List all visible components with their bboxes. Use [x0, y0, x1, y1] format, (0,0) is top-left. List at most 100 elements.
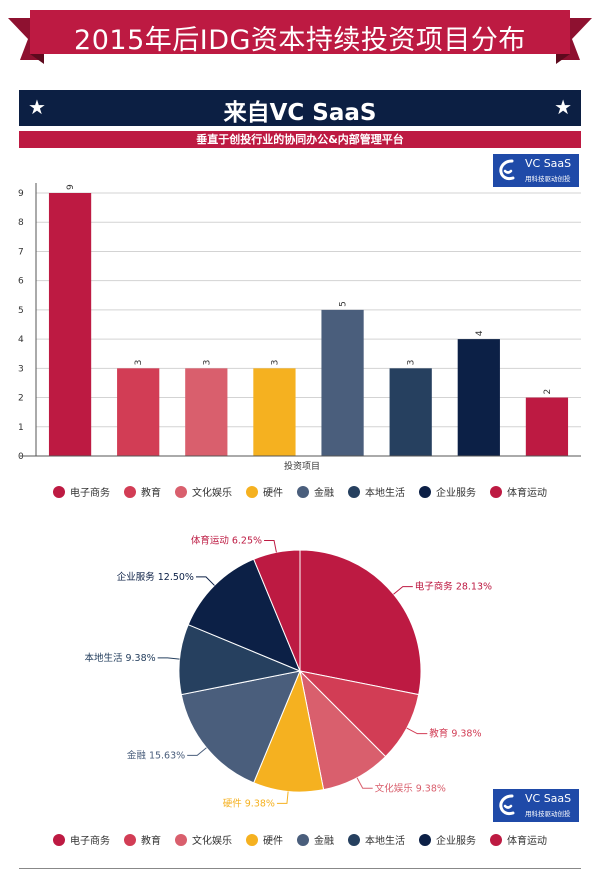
legend-label: 文化娱乐	[192, 836, 232, 847]
pie-leader-line	[187, 747, 207, 756]
pie-slice-label: 企业服务 12.50%	[117, 571, 194, 583]
pie-labels: 电子商务 28.13% 教育 9.38% 文化娱乐 9.38% 硬件 9.38% 金融 …	[84, 535, 492, 810]
legend-dot-icon	[124, 833, 136, 846]
legend-item[interactable]: 企业服务	[419, 484, 476, 499]
legend-dot-icon	[297, 485, 309, 498]
vc-saas-logo: VC SaaS 用科技驱动创投	[493, 154, 579, 187]
pie-slice-label: 硬件 9.38%	[223, 797, 275, 809]
legend-dot-icon	[297, 833, 309, 846]
logo-name: VC SaaS	[525, 157, 572, 170]
pie-slices	[178, 549, 422, 793]
legend-item[interactable]: 金融	[297, 832, 334, 847]
legend-label: 硬件	[263, 488, 283, 499]
pie-leader-line	[264, 540, 277, 553]
legend-dot-icon	[124, 485, 136, 498]
legend-label: 企业服务	[436, 488, 476, 499]
ribbon-body	[30, 10, 570, 54]
brand-band: ★ 来自VC SaaS ★	[19, 90, 581, 126]
pie-slice-label: 体育运动 6.25%	[191, 535, 262, 547]
pie-leader-line	[157, 657, 180, 660]
pie-leader-line	[195, 576, 215, 586]
pie-legend: 电子商务 教育 文化娱乐 硬件 金融 本地生活 企业服务 体育运动	[0, 832, 600, 847]
legend-dot-icon	[419, 485, 431, 498]
logo-tagline: 用科技驱动创投	[525, 810, 571, 818]
legend-item[interactable]: 硬件	[246, 832, 283, 847]
y-tick-label: 1	[18, 423, 24, 433]
bar-value-label: 5	[339, 301, 349, 307]
swirl-icon	[499, 159, 515, 181]
legend-label: 硬件	[263, 836, 283, 847]
bar-axis: 0 1 2 3 4 5 6 7 8 9	[18, 183, 581, 462]
bar	[457, 339, 500, 456]
legend-dot-icon	[53, 833, 65, 846]
legend-item[interactable]: 文化娱乐	[175, 832, 232, 847]
bar-x-axis-label: 投资项目	[284, 460, 320, 472]
legend-dot-icon	[490, 485, 502, 498]
logo-name: VC SaaS	[525, 792, 572, 805]
pie-slice-label: 本地生活 9.38%	[84, 652, 155, 664]
legend-item[interactable]: 体育运动	[490, 484, 547, 499]
bar	[389, 368, 432, 456]
pie-leader-line	[406, 727, 428, 735]
bar-marks: 9 3 3 3 5 3 4 2	[48, 184, 569, 456]
bar	[185, 368, 228, 456]
legend-label: 电子商务	[70, 488, 110, 499]
legend-dot-icon	[246, 833, 258, 846]
legend-item[interactable]: 教育	[124, 484, 161, 499]
logo-tagline: 用科技驱动创投	[525, 175, 571, 183]
y-tick-label: 8	[18, 218, 24, 228]
y-tick-label: 7	[18, 247, 24, 257]
pie-slice	[180, 670, 301, 784]
legend-dot-icon	[175, 833, 187, 846]
bar	[253, 368, 296, 456]
legend-item[interactable]: 文化娱乐	[175, 484, 232, 499]
legend-item[interactable]: 教育	[124, 832, 161, 847]
legend-item[interactable]: 本地生活	[348, 832, 405, 847]
legend-item[interactable]: 金融	[297, 484, 334, 499]
y-tick-label: 9	[18, 189, 24, 199]
bar	[321, 309, 364, 456]
pie-leader-line	[393, 586, 413, 595]
ribbon-shape	[8, 10, 592, 64]
legend-dot-icon	[490, 833, 502, 846]
page-title: 2015年后IDG资本持续投资项目分布	[74, 25, 526, 56]
legend-label: 文化娱乐	[192, 488, 232, 499]
legend-item[interactable]: 电子商务	[53, 832, 110, 847]
title-ribbon: 2015年后IDG资本持续投资项目分布	[0, 0, 600, 80]
legend-dot-icon	[419, 833, 431, 846]
legend-label: 企业服务	[436, 836, 476, 847]
legend-dot-icon	[348, 485, 360, 498]
legend-item[interactable]: 本地生活	[348, 484, 405, 499]
y-tick-label: 2	[18, 394, 24, 404]
subtitle-band: 垂直于创投行业的协同办公&内部管理平台	[19, 131, 581, 148]
brand-title: 来自VC SaaS	[223, 100, 377, 126]
bar-value-label: 2	[543, 389, 553, 395]
legend-dot-icon	[348, 833, 360, 846]
pie-slice-label: 电子商务 28.13%	[415, 581, 492, 593]
legend-item[interactable]: 体育运动	[490, 832, 547, 847]
star-icon: ★	[28, 95, 46, 119]
pie-slice-label: 教育 9.38%	[429, 728, 481, 740]
pie-slice	[187, 558, 301, 672]
bar-value-label: 3	[134, 360, 144, 366]
legend-item[interactable]: 企业服务	[419, 832, 476, 847]
vc-saas-logo: VC SaaS 用科技驱动创投	[493, 789, 579, 822]
legend-label: 教育	[141, 836, 161, 847]
pie-slice	[299, 549, 422, 696]
legend-label: 教育	[141, 488, 161, 499]
legend-label: 金融	[314, 488, 334, 499]
legend-label: 电子商务	[70, 836, 110, 847]
bar-value-label: 3	[270, 360, 280, 366]
legend-label: 本地生活	[365, 836, 405, 847]
legend-item[interactable]: 电子商务	[53, 484, 110, 499]
y-tick-label: 0	[18, 452, 24, 462]
bar-legend: 电子商务 教育 文化娱乐 硬件 金融 本地生活 企业服务 体育运动	[0, 484, 600, 499]
bar	[525, 397, 569, 456]
legend-item[interactable]: 硬件	[246, 484, 283, 499]
bar-value-label: 4	[475, 330, 485, 336]
legend-dot-icon	[246, 485, 258, 498]
y-tick-label: 3	[18, 364, 24, 374]
legend-label: 金融	[314, 836, 334, 847]
legend-label: 体育运动	[507, 836, 547, 847]
y-tick-label: 6	[18, 277, 24, 287]
